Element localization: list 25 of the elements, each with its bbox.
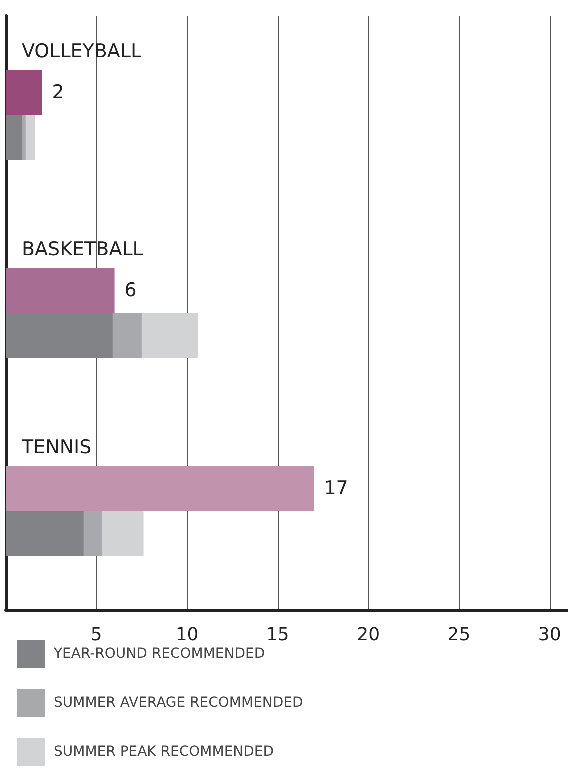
bar xyxy=(142,313,198,358)
bar xyxy=(6,115,22,160)
bar xyxy=(102,511,144,556)
bar xyxy=(6,466,314,511)
x-tick-label: 5 xyxy=(90,624,102,646)
bar xyxy=(6,268,115,313)
bar xyxy=(22,115,26,160)
bar xyxy=(6,511,84,556)
x-tick-label: 25 xyxy=(448,624,471,646)
bar xyxy=(6,313,113,358)
legend-label: SUMMER PEAK RECOMMENDED xyxy=(54,744,274,760)
x-tick-label: 10 xyxy=(176,624,199,646)
x-tick-label: 20 xyxy=(357,624,380,646)
data-label: 2 xyxy=(52,82,64,104)
data-label: 17 xyxy=(324,478,348,500)
x-tick-label: 15 xyxy=(266,624,290,646)
legend-label: YEAR-ROUND RECOMMENDED xyxy=(53,646,266,662)
x-tick-label: 30 xyxy=(538,624,562,646)
y-tick-label: TENNIS xyxy=(21,436,92,458)
bar xyxy=(6,70,42,115)
bar xyxy=(26,115,36,160)
legend-label: SUMMER AVERAGE RECOMMENDED xyxy=(54,695,304,711)
bar xyxy=(84,511,102,556)
bar xyxy=(112,313,142,358)
data-label: 6 xyxy=(124,280,137,302)
